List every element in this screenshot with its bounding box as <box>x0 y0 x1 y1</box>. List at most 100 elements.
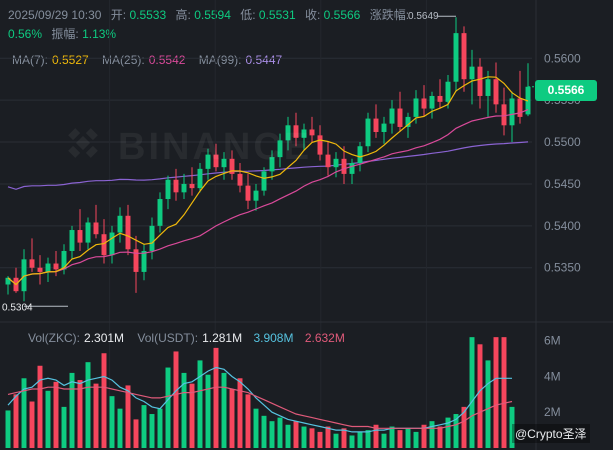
candle-body <box>37 267 43 272</box>
candle-body <box>509 98 515 126</box>
vol-usdt-label: Vol(USDT): <box>137 331 199 345</box>
candle-body <box>445 81 451 102</box>
candle-body <box>229 158 235 174</box>
change-value: 0.56% <box>8 27 43 41</box>
ma7-line <box>7 76 529 286</box>
candle-body <box>285 125 291 141</box>
volume-bar <box>373 424 379 448</box>
ma7-polyline <box>7 76 529 286</box>
candle-body <box>221 158 227 168</box>
ohlc-header: 2025/09/29 10:30 开: 0.5533 高: 0.5594 低: … <box>8 6 508 44</box>
volume-bar <box>421 424 427 448</box>
high-marker-label: 0.5649 <box>408 11 439 22</box>
candle-body <box>29 259 35 268</box>
ma25-polyline <box>7 109 529 286</box>
vol-usdt-value: 1.281M <box>202 331 243 345</box>
ma7-label: MA(7): <box>12 53 48 67</box>
extreme-markers: 0.5649 0.5304 <box>2 11 456 313</box>
price-tick-label: 0.5600 <box>544 51 581 65</box>
open-label: 开: <box>110 8 127 22</box>
volume-bar <box>269 421 275 448</box>
volume-bar <box>365 430 371 448</box>
volume-bar <box>405 428 411 448</box>
volume-tick-label: 6M <box>544 334 561 348</box>
volume-bar <box>301 426 307 448</box>
candle-body <box>421 98 427 109</box>
candle-body <box>405 116 411 127</box>
amplitude-value: 1.13% <box>82 27 117 41</box>
low-label: 低: <box>240 8 256 22</box>
candle-body <box>85 222 91 243</box>
volume-bar <box>205 374 211 448</box>
candle-body <box>333 158 339 168</box>
volume-bar <box>357 431 363 448</box>
volume-bar <box>61 406 67 448</box>
ma25-label: MA(25): <box>102 53 145 67</box>
volume-bar <box>293 421 299 448</box>
amplitude-label: 振幅: <box>51 27 79 41</box>
change-label: 涨跌幅: <box>369 8 410 22</box>
ma-legend: MA(7): 0.5527 MA(25): 0.5542 MA(99): 0.5447 <box>12 53 286 67</box>
volume-bar <box>381 433 387 448</box>
volume-bar <box>181 372 187 448</box>
volume-bar <box>245 394 251 448</box>
candle-body <box>429 95 435 109</box>
current-price-badge: 0.5566 <box>535 80 597 101</box>
volume-tick-label: 2M <box>544 405 561 419</box>
volume-bar <box>69 372 75 448</box>
price-tick-label: 0.5350 <box>544 261 581 275</box>
volume-bar <box>109 396 115 448</box>
candle-body <box>397 108 403 127</box>
volume-bar <box>413 431 419 448</box>
volume-bar <box>237 378 243 448</box>
candle-body <box>477 66 483 96</box>
volume-tick-label: 4M <box>544 369 561 383</box>
price-tick-label: 0.5400 <box>544 219 581 233</box>
binance-logo-icon <box>68 128 98 158</box>
volume-bar <box>229 389 235 448</box>
candle-body <box>197 168 203 189</box>
volume-legend: Vol(ZKC): 2.301M Vol(USDT): 1.281M 3.908M … <box>28 331 349 345</box>
candle-body <box>309 129 315 136</box>
ma99-value: 0.5447 <box>245 53 283 67</box>
volume-bar <box>429 421 435 448</box>
vol-zkc-value: 2.301M <box>84 331 125 345</box>
candle-body <box>117 215 123 233</box>
volume-bar <box>445 417 451 448</box>
volume-bar <box>5 410 11 448</box>
price-tick-label: 0.5450 <box>544 177 581 191</box>
candle-body <box>349 163 355 174</box>
close-label: 收: <box>304 8 321 22</box>
volume-bar <box>45 390 51 448</box>
volume-bar <box>141 405 147 448</box>
volume-bar <box>501 337 507 448</box>
volume-ma-lines <box>7 366 513 433</box>
candle-body <box>69 230 75 251</box>
low-marker-label: 0.5304 <box>2 302 33 313</box>
ma7-value: 0.5527 <box>52 53 89 67</box>
candle-date: 2025/09/29 10:30 <box>8 8 102 22</box>
volume-bar <box>461 406 467 448</box>
ma99-polyline <box>7 141 529 190</box>
volume-bar <box>349 435 355 448</box>
low-value: 0.5531 <box>258 8 296 22</box>
candle-body <box>93 222 99 235</box>
credit-watermark: @Crypto圣泽 <box>512 424 590 443</box>
candle-body <box>317 135 323 155</box>
candle-body <box>213 154 219 168</box>
price-tick-label: 0.5500 <box>544 135 581 149</box>
candle-body <box>133 249 139 272</box>
candle-body <box>269 157 275 172</box>
candle-body <box>453 33 459 82</box>
ma25-line <box>7 109 529 286</box>
ma25-value: 0.5542 <box>148 53 186 67</box>
candle-body <box>189 183 195 189</box>
ma99-label: MA(99): <box>198 53 242 67</box>
candle-body <box>461 33 467 80</box>
volume-ma2-polyline <box>7 386 513 429</box>
volume-bar <box>165 367 171 448</box>
candle-body <box>341 158 347 174</box>
volume-bar <box>453 414 459 448</box>
volume-bar <box>93 383 99 448</box>
